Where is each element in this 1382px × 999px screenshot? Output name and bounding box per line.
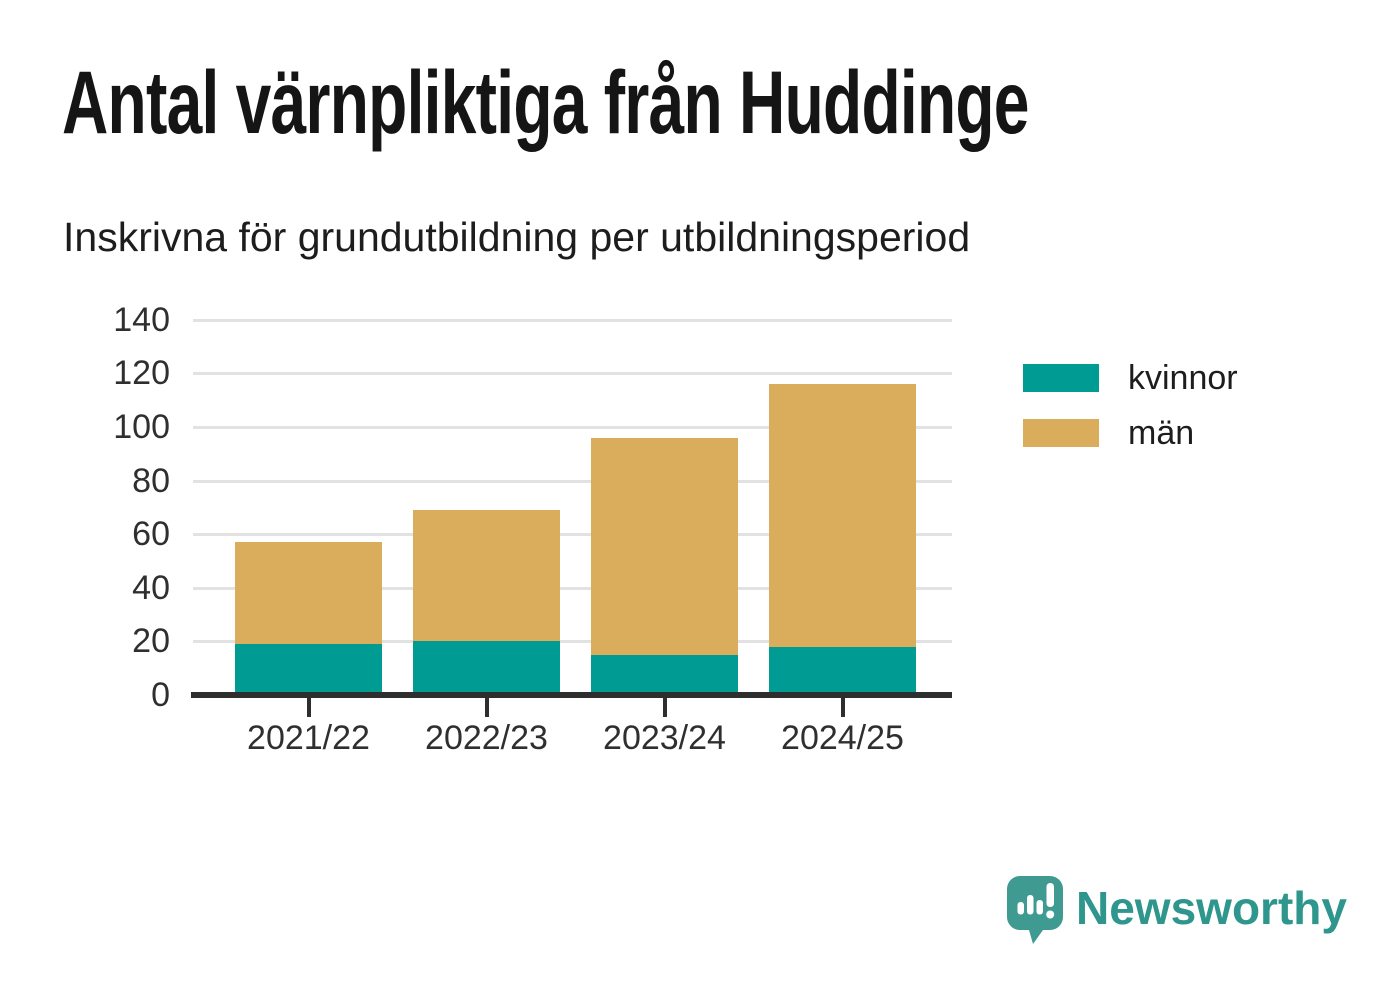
gridline <box>193 319 952 322</box>
gridline <box>193 372 952 375</box>
y-axis-tick-label: 80 <box>132 462 170 500</box>
x-axis-tick <box>306 698 311 717</box>
gridline <box>193 533 952 536</box>
y-axis-tick-label: 40 <box>132 569 170 607</box>
gridline <box>193 640 952 643</box>
bar-segment-kvinnor <box>769 647 916 695</box>
x-axis-tick-label: 2024/25 <box>781 719 904 757</box>
bar-segment-kvinnor <box>591 655 738 695</box>
y-axis-tick-label: 60 <box>132 515 170 553</box>
legend-swatch-kvinnor <box>1023 364 1099 392</box>
x-axis-tick-label: 2021/22 <box>247 719 370 757</box>
bar-segment-kvinnor <box>235 644 382 695</box>
x-axis-line <box>191 692 952 698</box>
x-axis-tick <box>484 698 489 717</box>
chart-subtitle: Inskrivna för grundutbildning per utbild… <box>63 214 971 260</box>
legend-label: kvinnor <box>1128 359 1238 397</box>
x-axis-tick <box>840 698 845 717</box>
bar-segment-män <box>413 510 560 641</box>
gridline <box>193 587 952 590</box>
y-axis-tick-label: 140 <box>113 301 170 339</box>
brand-wordmark: Newsworthy <box>1076 882 1347 934</box>
bar-segment-män <box>591 438 738 655</box>
newsworthy-logo-icon <box>1007 876 1063 944</box>
y-axis-tick-label: 20 <box>132 622 170 660</box>
bar-segment-män <box>769 384 916 647</box>
x-axis-tick-label: 2023/24 <box>603 719 726 757</box>
chart-title: Antal värnpliktiga från Huddinge <box>62 52 1029 152</box>
x-axis-tick-label: 2022/23 <box>425 719 548 757</box>
bar-segment-kvinnor <box>413 641 560 695</box>
gridline <box>193 426 952 429</box>
legend-swatch-män <box>1023 419 1099 447</box>
gridline <box>193 480 952 483</box>
y-axis-tick-label: 0 <box>151 676 170 714</box>
x-axis-tick <box>662 698 667 717</box>
bar-segment-män <box>235 542 382 644</box>
y-axis-tick-label: 100 <box>113 408 170 446</box>
legend-label: män <box>1128 414 1195 452</box>
y-axis-tick-label: 120 <box>113 354 170 392</box>
